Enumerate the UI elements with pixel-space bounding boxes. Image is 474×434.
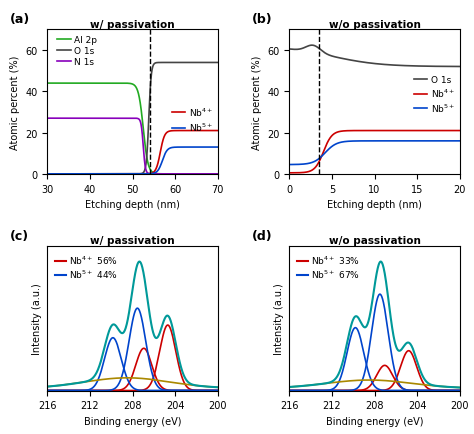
X-axis label: Etching depth (nm): Etching depth (nm) <box>327 200 422 210</box>
Y-axis label: Atomic percent (%): Atomic percent (%) <box>252 56 262 149</box>
Legend: O 1s, Nb$^{4+}$, Nb$^{5+}$: O 1s, Nb$^{4+}$, Nb$^{5+}$ <box>414 76 455 114</box>
Legend: Nb$^{4+}$ 56%, Nb$^{5+}$ 44%: Nb$^{4+}$ 56%, Nb$^{5+}$ 44% <box>55 254 118 280</box>
X-axis label: Binding energy (eV): Binding energy (eV) <box>326 416 423 426</box>
Y-axis label: Intensity (a.u.): Intensity (a.u.) <box>32 283 42 354</box>
Text: (d): (d) <box>252 229 273 242</box>
X-axis label: Etching depth (nm): Etching depth (nm) <box>85 200 180 210</box>
X-axis label: Binding energy (eV): Binding energy (eV) <box>84 416 182 426</box>
Legend: Nb$^{4+}$, Nb$^{5+}$: Nb$^{4+}$, Nb$^{5+}$ <box>172 106 213 133</box>
Text: (b): (b) <box>252 13 273 26</box>
Legend: Nb$^{4+}$ 33%, Nb$^{5+}$ 67%: Nb$^{4+}$ 33%, Nb$^{5+}$ 67% <box>297 254 360 280</box>
Y-axis label: Intensity (a.u.): Intensity (a.u.) <box>274 283 284 354</box>
Title: w/o passivation: w/o passivation <box>328 20 420 30</box>
Text: (a): (a) <box>10 13 30 26</box>
Title: w/o passivation: w/o passivation <box>328 236 420 246</box>
Title: w/ passivation: w/ passivation <box>90 236 175 246</box>
Text: (c): (c) <box>10 229 29 242</box>
Title: w/ passivation: w/ passivation <box>90 20 175 30</box>
Y-axis label: Atomic percent (%): Atomic percent (%) <box>10 56 20 149</box>
